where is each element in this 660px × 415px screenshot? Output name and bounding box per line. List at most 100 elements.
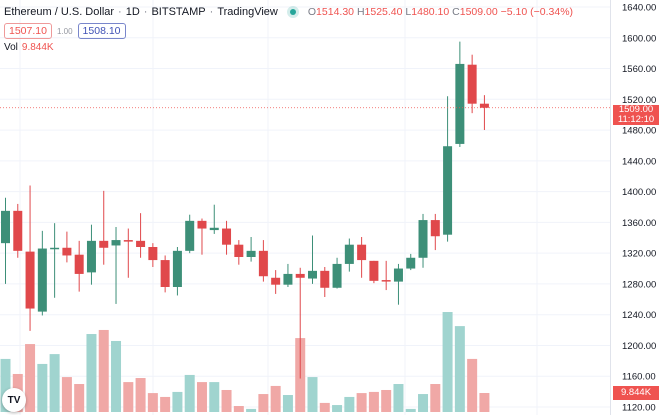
price-tick-label: 1360.00 xyxy=(622,218,656,229)
exchange: BITSTAMP xyxy=(151,6,206,18)
interval[interactable]: 1D xyxy=(125,6,140,18)
volume-bar xyxy=(454,326,465,412)
volume-bar xyxy=(123,382,134,412)
separator: · xyxy=(143,6,148,18)
candle-body xyxy=(308,270,317,279)
volume-bar xyxy=(258,394,269,412)
price-tick-label: 1280.00 xyxy=(622,279,656,290)
volume-bar xyxy=(270,385,281,412)
low-label: L xyxy=(405,6,412,18)
volume-bar xyxy=(368,391,379,412)
volume-label: Vol xyxy=(4,42,18,53)
ohlc-values: O1514.30 H1525.40 L1480.10 C1509.00 −5.1… xyxy=(308,6,573,18)
volume-bar xyxy=(0,358,11,412)
candle-body xyxy=(111,240,121,246)
volume-bar xyxy=(184,374,195,412)
price-tick-label: 1480.00 xyxy=(622,126,656,137)
volume-bar xyxy=(221,389,232,412)
chart-legend: Ethereum / U.S. Dollar · 1D · BITSTAMP ·… xyxy=(4,6,573,18)
candle-body xyxy=(50,247,60,250)
candle-body xyxy=(406,257,416,269)
volume-bar xyxy=(86,334,97,412)
candle-body xyxy=(37,248,47,312)
price-tick-label: 1400.00 xyxy=(622,187,656,198)
candles xyxy=(1,41,489,379)
candle-body xyxy=(123,240,133,242)
volume-bar xyxy=(61,377,72,412)
volume-legend: Vol 9.844K xyxy=(4,42,54,53)
symbol-title[interactable]: Ethereum / U.S. Dollar xyxy=(4,6,115,18)
low-value: 1480.10 xyxy=(411,6,450,18)
candle-body xyxy=(381,280,391,282)
price-tick-label: 1320.00 xyxy=(622,249,656,260)
candle-body xyxy=(160,260,170,287)
volume-bar xyxy=(111,340,122,412)
candle-body xyxy=(74,254,84,274)
volume-bar xyxy=(393,384,404,412)
price-tick-label: 1120.00 xyxy=(622,403,656,414)
candle-body xyxy=(320,270,330,288)
candle-body xyxy=(418,220,428,258)
volume-bar xyxy=(344,396,355,412)
volume-bar xyxy=(356,393,367,412)
market-open-status-icon xyxy=(289,9,296,15)
candle-body xyxy=(25,251,35,309)
buy-button[interactable]: 1508.10 xyxy=(77,23,126,39)
tradingview-logo[interactable]: TV xyxy=(2,388,26,412)
volume-bar xyxy=(172,391,183,412)
price-tick-label: 1520.00 xyxy=(622,95,656,106)
candle-body xyxy=(369,260,379,281)
bar-countdown: 11:12:10 xyxy=(617,114,655,125)
close-value: 1509.00 xyxy=(459,6,498,18)
sell-button[interactable]: 1507.10 xyxy=(4,23,52,39)
volume-bar xyxy=(98,329,109,412)
price-tick-label: 1440.00 xyxy=(622,156,656,167)
price-tick-label: 1240.00 xyxy=(622,310,656,321)
volume-bar xyxy=(467,358,478,412)
volume-bar xyxy=(282,395,293,412)
candle-body xyxy=(479,103,489,108)
volume-bar xyxy=(442,312,453,412)
candle-body xyxy=(295,273,305,278)
candle-body xyxy=(455,63,465,144)
candle-body xyxy=(86,240,96,273)
volume-bar xyxy=(381,389,392,412)
price-tick-label: 1640.00 xyxy=(622,3,656,14)
volume-bar xyxy=(135,378,146,412)
candle-body xyxy=(148,247,158,261)
candle-body xyxy=(467,64,477,104)
candle-body xyxy=(344,244,354,264)
volume-bar xyxy=(405,408,416,412)
volume-bar xyxy=(196,382,207,412)
volume-bar xyxy=(418,394,429,412)
price-tick-label: 1160.00 xyxy=(622,372,656,383)
high-value: 1525.40 xyxy=(364,6,403,18)
volume-bar xyxy=(209,382,220,412)
price-tick-label: 1600.00 xyxy=(622,33,656,44)
candle-body xyxy=(62,247,72,256)
spread: 1.00 xyxy=(56,26,73,36)
separator: · xyxy=(209,6,214,18)
volume-bar xyxy=(430,384,441,412)
close-label: C xyxy=(452,6,460,18)
volume-bar xyxy=(246,408,257,412)
change-value: −5.10 (−0.34%) xyxy=(500,6,574,18)
price-tick-label: 1560.00 xyxy=(622,64,656,75)
volume-bar xyxy=(160,396,171,412)
candle-body xyxy=(258,250,268,277)
high-label: H xyxy=(356,6,365,18)
volume-bars xyxy=(0,312,490,412)
candle-body xyxy=(136,240,146,247)
candle-body xyxy=(271,277,281,285)
price-tick-label: 1200.00 xyxy=(622,341,656,352)
candle-body xyxy=(357,244,367,261)
open-label: O xyxy=(307,6,317,18)
candle-body xyxy=(197,220,207,229)
price-axis[interactable]: 1640.00 1600.00 1560.00 1520.00 1480.00 1440.… xyxy=(622,3,656,414)
candle-body xyxy=(246,250,256,257)
volume-bar xyxy=(147,393,158,412)
candle-body xyxy=(332,263,342,288)
last-price-tag: 1509.00 11:12:10 xyxy=(613,105,659,125)
candle-body xyxy=(172,250,182,287)
